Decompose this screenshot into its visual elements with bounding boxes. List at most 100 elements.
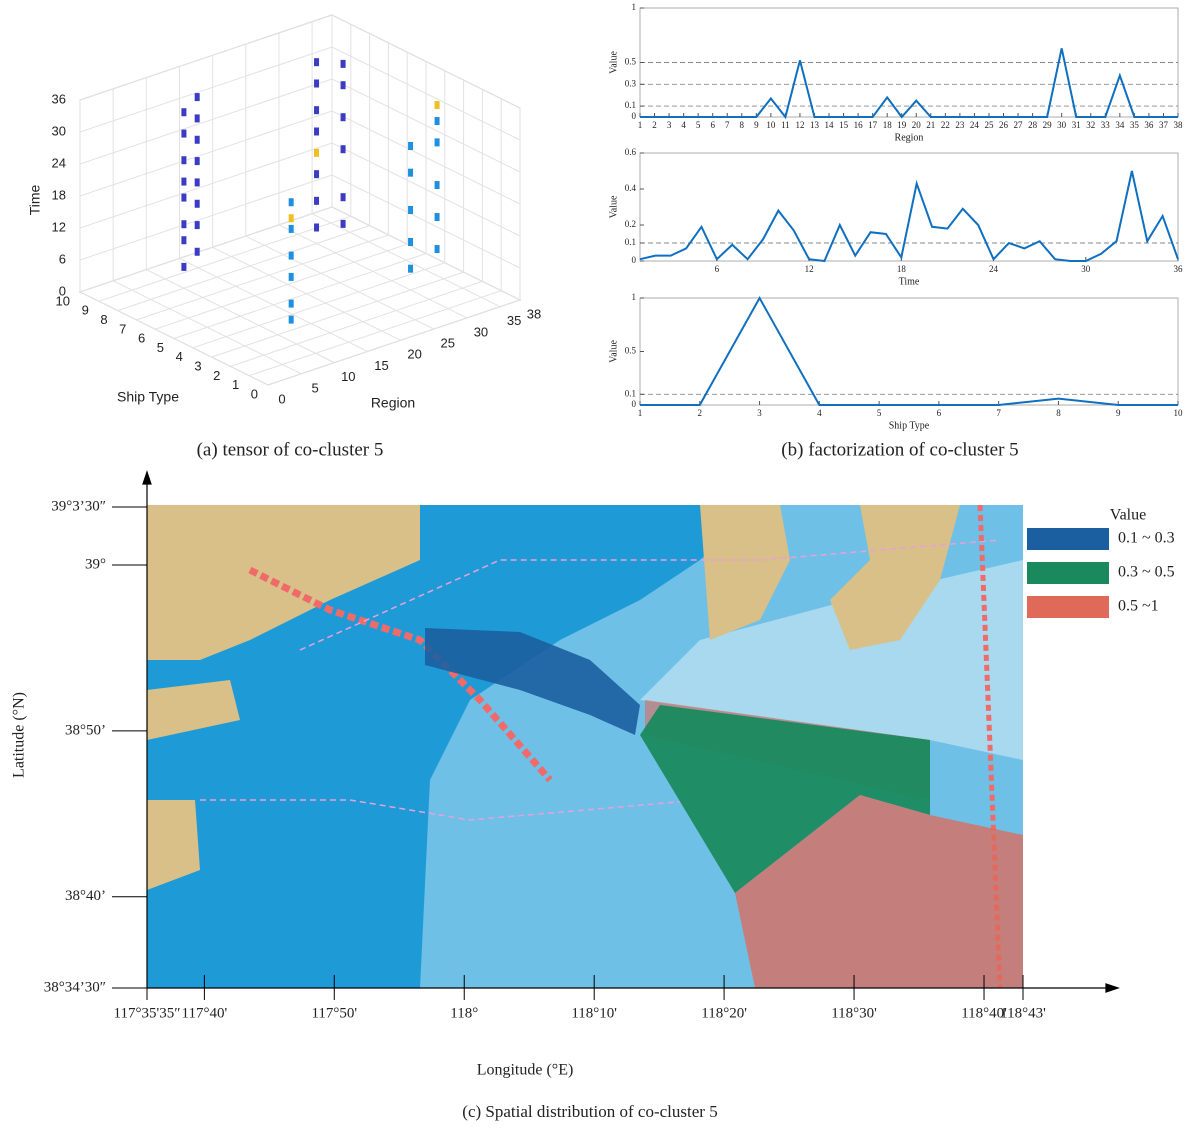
x-tick-label: 1 bbox=[638, 408, 643, 418]
x-tick-label: 5 bbox=[877, 408, 882, 418]
x-tick-label: 24 bbox=[970, 120, 980, 130]
data-point bbox=[289, 198, 294, 206]
x-tick-label: 38 bbox=[527, 306, 541, 321]
x-tick-label: 30 bbox=[1081, 264, 1091, 274]
legend-label: 0.5 ~1 bbox=[1118, 598, 1159, 615]
data-point bbox=[341, 145, 346, 153]
x-tick-label: 117°35'35″ bbox=[114, 1005, 181, 1021]
y-axis-label: Value bbox=[608, 340, 619, 363]
x-tick-label: 7 bbox=[996, 408, 1001, 418]
x-tick-label: 38 bbox=[1174, 120, 1184, 130]
x-tick-label: 26 bbox=[999, 120, 1009, 130]
data-point bbox=[408, 142, 413, 150]
x-tick-label: 7 bbox=[725, 120, 730, 130]
x-axis-label: Time bbox=[899, 276, 920, 287]
x-tick-label: 3 bbox=[667, 120, 672, 130]
data-point bbox=[314, 170, 319, 178]
x-tick-label: 29 bbox=[1043, 120, 1053, 130]
y-tick-label: 0.6 bbox=[625, 147, 637, 157]
data-point bbox=[181, 263, 186, 271]
x-tick-label: 19 bbox=[897, 120, 907, 130]
y-axis-label: Latitude (°N) bbox=[11, 692, 28, 778]
data-point bbox=[181, 194, 186, 202]
data-point bbox=[181, 178, 186, 186]
y-tick-label: 1 bbox=[232, 377, 239, 392]
y-axis-label: Value bbox=[608, 51, 619, 74]
legend-swatch bbox=[1027, 528, 1109, 550]
x-tick-label: 12 bbox=[795, 120, 804, 130]
data-line bbox=[640, 171, 1178, 261]
x-tick-label: 33 bbox=[1101, 120, 1111, 130]
x-tick-label: 6 bbox=[937, 408, 942, 418]
data-point bbox=[435, 245, 440, 253]
map-background bbox=[147, 505, 1023, 988]
x-tick-label: 0 bbox=[278, 391, 285, 406]
x-tick-label: 8 bbox=[1056, 408, 1061, 418]
x-tick-label: 118° bbox=[450, 1005, 478, 1021]
data-point bbox=[289, 273, 294, 281]
caption: (a) tensor of co-cluster 5 bbox=[197, 439, 384, 460]
z-tick-label: 36 bbox=[52, 91, 66, 106]
x-tick-label: 11 bbox=[781, 120, 790, 130]
y-tick-label: 0.1 bbox=[625, 100, 636, 110]
x-tick-label: 3 bbox=[757, 408, 762, 418]
y-tick-label: 8 bbox=[100, 312, 107, 327]
x-tick-label: 2 bbox=[698, 408, 703, 418]
data-point bbox=[408, 238, 413, 246]
y-tick-label: 0.3 bbox=[625, 78, 637, 88]
y-tick-label: 0 bbox=[632, 255, 637, 265]
x-tick-label: 28 bbox=[1028, 120, 1038, 130]
x-tick-label: 31 bbox=[1072, 120, 1081, 130]
data-point bbox=[314, 127, 319, 135]
x-tick-label: 117°40' bbox=[182, 1005, 228, 1021]
plot-frame bbox=[640, 153, 1178, 261]
z-tick-label: 12 bbox=[52, 219, 66, 234]
x-axis-label: Region bbox=[371, 395, 415, 411]
data-point bbox=[408, 206, 413, 214]
y-tick-label: 1 bbox=[632, 292, 637, 302]
data-point bbox=[341, 60, 346, 68]
data-point bbox=[408, 169, 413, 177]
data-point bbox=[341, 113, 346, 121]
x-tick-label: 117°50' bbox=[311, 1005, 357, 1021]
data-line bbox=[640, 48, 1178, 117]
data-point bbox=[341, 81, 346, 89]
y-tick-label: 5 bbox=[157, 340, 164, 355]
data-point bbox=[195, 221, 200, 229]
y-tick-label: 3 bbox=[194, 359, 201, 374]
x-tick-label: 30 bbox=[1057, 120, 1067, 130]
x-tick-label: 12 bbox=[805, 264, 814, 274]
data-point bbox=[289, 225, 294, 233]
data-point bbox=[314, 58, 319, 66]
x-tick-label: 6 bbox=[715, 264, 720, 274]
legend-label: 0.3 ~ 0.5 bbox=[1118, 564, 1175, 581]
x-tick-label: 20 bbox=[912, 120, 922, 130]
y-tick-label: 0.4 bbox=[625, 183, 637, 193]
data-point bbox=[181, 108, 186, 116]
data-point bbox=[341, 193, 346, 201]
x-tick-label: 36 bbox=[1174, 264, 1184, 274]
data-point bbox=[435, 101, 440, 109]
z-tick-label: 18 bbox=[52, 187, 66, 202]
x-tick-label: 6 bbox=[710, 120, 715, 130]
y-tick-label: 1 bbox=[632, 2, 637, 12]
x-tick-label: 20 bbox=[407, 347, 421, 362]
legend-title: Value bbox=[1110, 507, 1146, 524]
x-tick-label: 10 bbox=[766, 120, 776, 130]
y-tick-label: 7 bbox=[119, 321, 126, 336]
data-point bbox=[195, 200, 200, 208]
x-tick-label: 37 bbox=[1159, 120, 1169, 130]
y-axis-label: Ship Type bbox=[117, 389, 179, 405]
data-point bbox=[435, 138, 440, 146]
data-point bbox=[314, 79, 319, 87]
x-axis-label: Longitude (°E) bbox=[477, 1062, 574, 1079]
x-tick-label: 15 bbox=[374, 358, 388, 373]
x-tick-label: 35 bbox=[507, 313, 521, 328]
plot-frame bbox=[640, 298, 1178, 405]
y-tick-label: 2 bbox=[213, 368, 220, 383]
x-tick-label: 35 bbox=[1130, 120, 1140, 130]
z-tick-label: 24 bbox=[52, 155, 66, 170]
x-tick-label: 17 bbox=[868, 120, 878, 130]
z-axis-label: Time bbox=[27, 184, 43, 215]
